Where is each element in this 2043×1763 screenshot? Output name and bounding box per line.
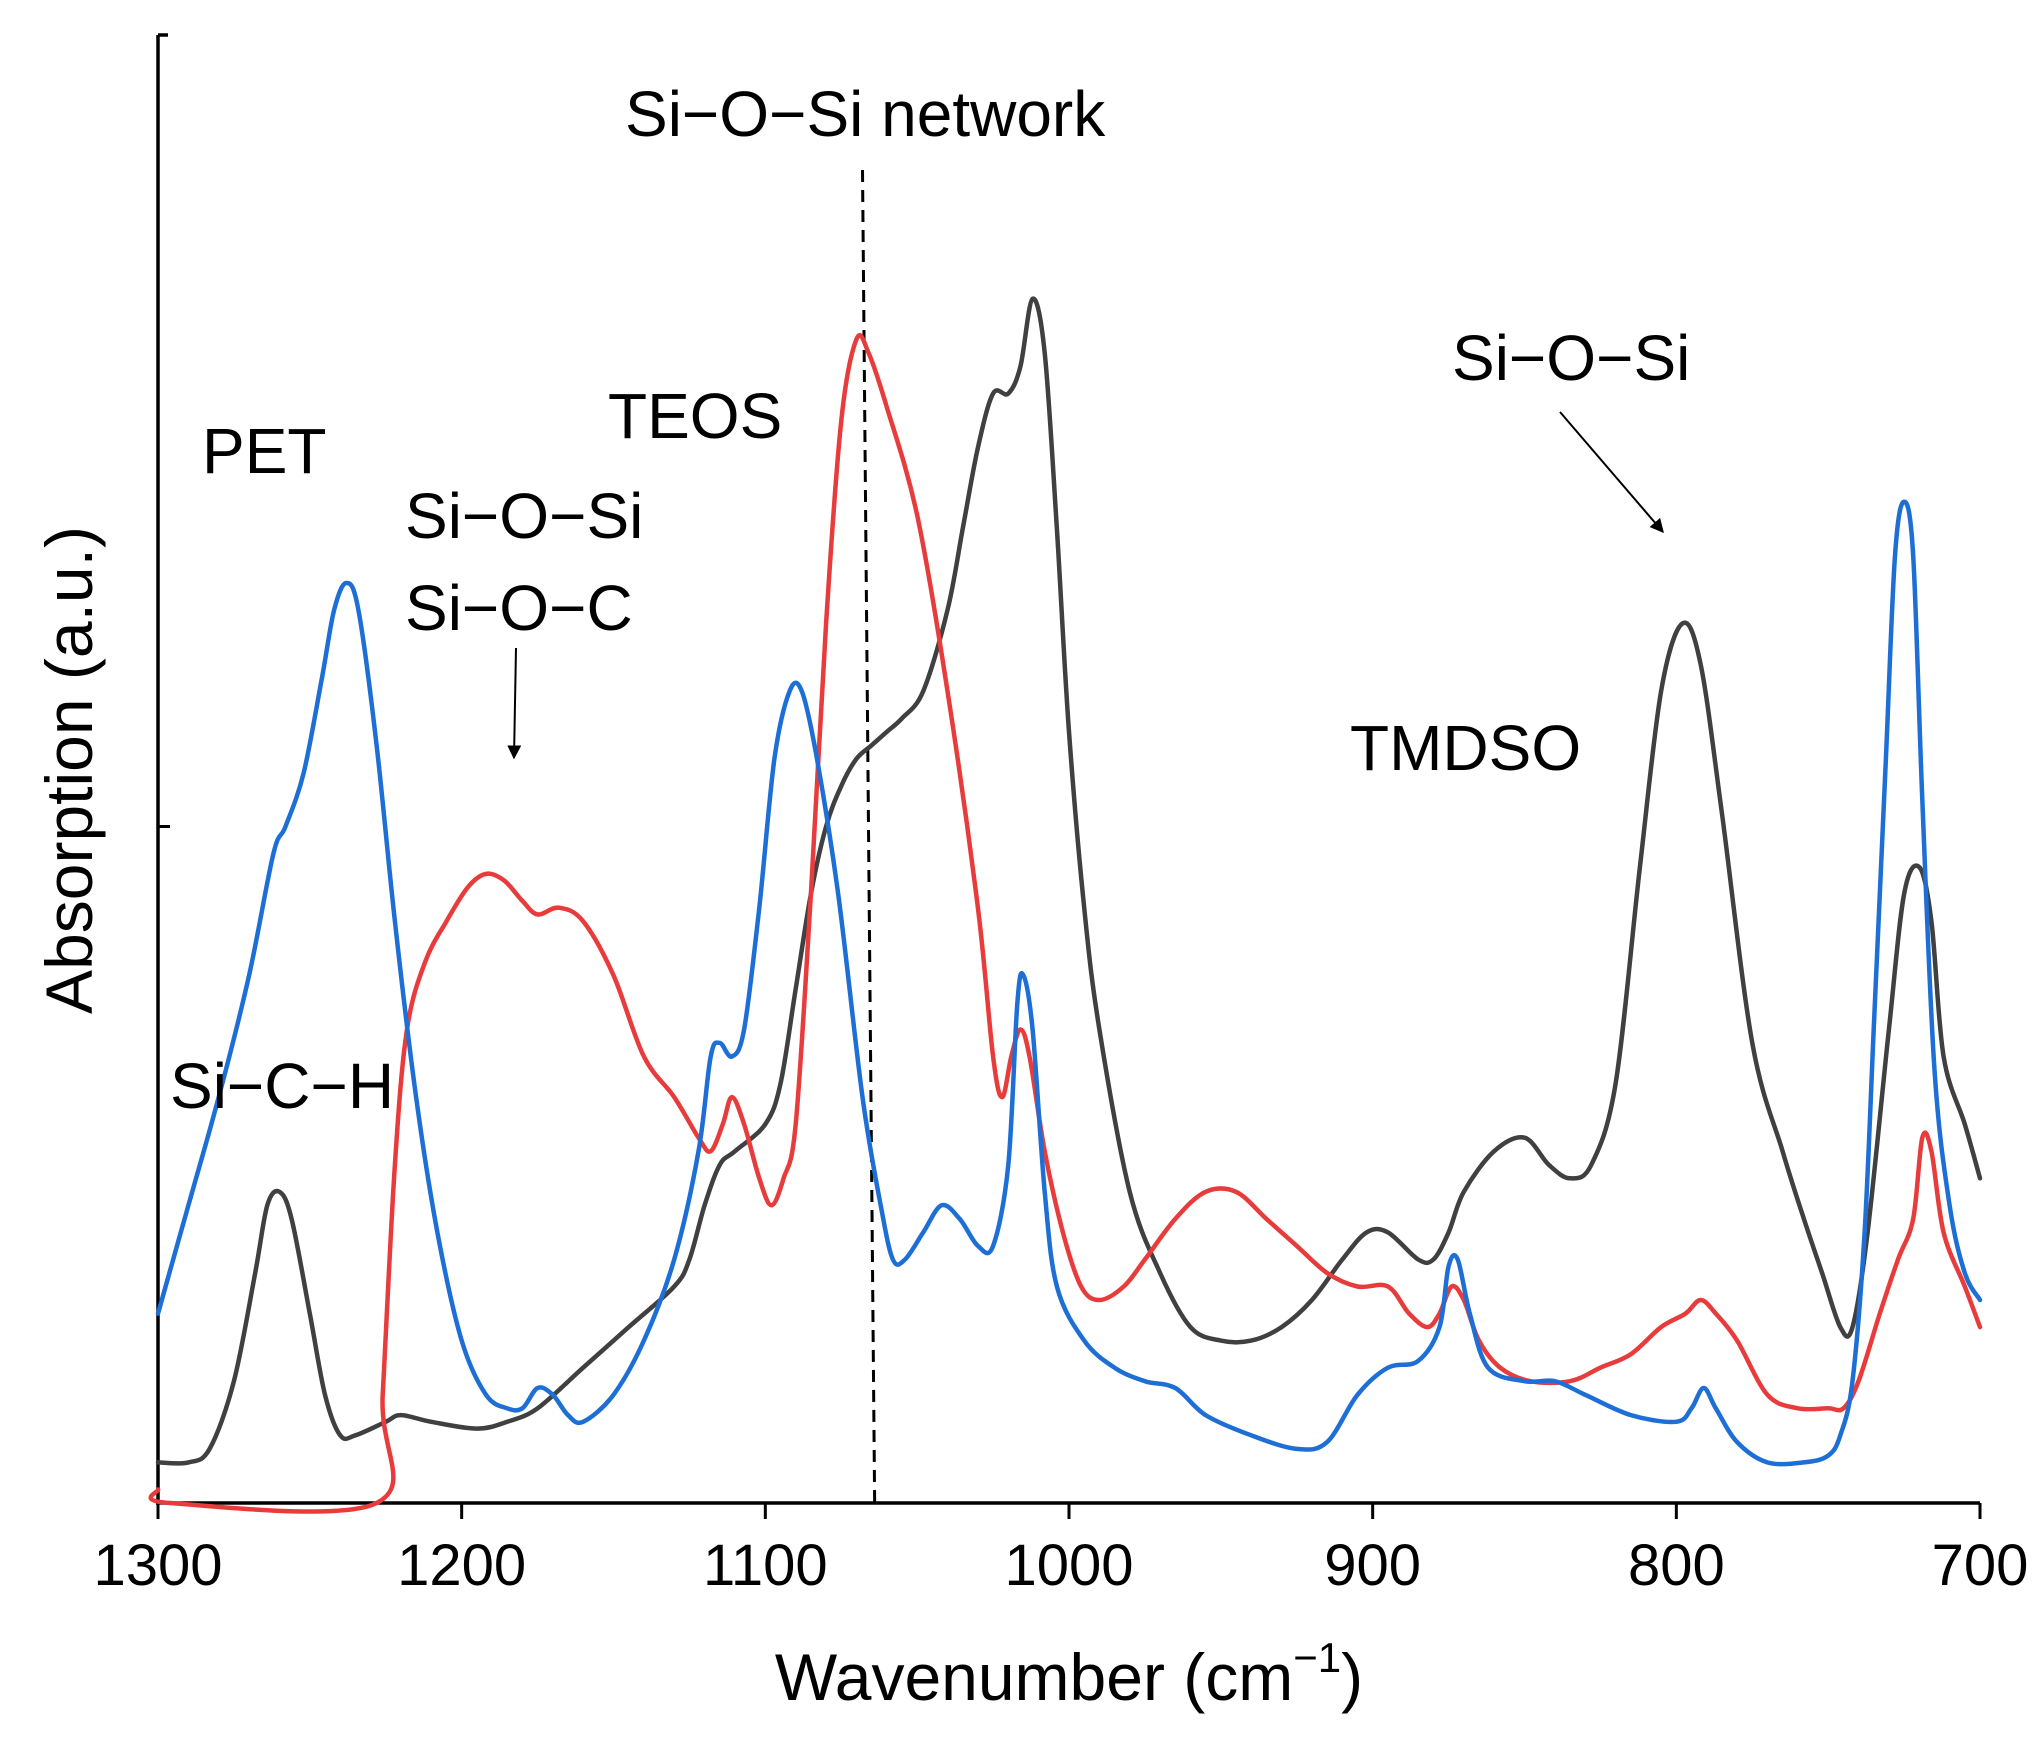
x-tick-label: 1100 — [703, 1533, 828, 1598]
tmdso-label: TMDSO — [1350, 712, 1581, 784]
si-o-si-network-reference-line — [861, 169, 877, 1504]
y-axis-title: Absorption (a.u.) — [32, 526, 106, 1014]
si-o-c-arrow — [507, 647, 522, 760]
series-layer — [148, 296, 1983, 1514]
x-axis-title: Wavenumber (cm−1) — [775, 1634, 1363, 1714]
si-c-h-label: Si−C−H — [170, 1050, 394, 1122]
x-tick-label: 1300 — [93, 1533, 222, 1598]
x-tick-label: 700 — [1932, 1533, 2029, 1598]
x-tick-label: 1000 — [1004, 1533, 1133, 1598]
x-axis-title-end: ) — [1341, 1640, 1363, 1714]
x-axis-title-sup: −1 — [1293, 1634, 1341, 1681]
si-o-c-label: Si−O−C — [405, 572, 633, 644]
series-line-pet — [155, 499, 1983, 1467]
series-line-tmdso — [155, 296, 1983, 1466]
x-ticks: 1300 1200 1100 1000 900 800 700 — [93, 1503, 2028, 1598]
pet-label: PET — [202, 415, 326, 487]
si-o-si-label-left: Si−O−Si — [405, 480, 643, 552]
x-tick-label: 1200 — [397, 1533, 526, 1598]
si-o-si-label-right: Si−O−Si — [1452, 322, 1690, 394]
reference-line-label: Si−O−Si network — [625, 78, 1106, 150]
x-tick-label: 800 — [1628, 1533, 1725, 1598]
x-tick-label: 900 — [1324, 1533, 1421, 1598]
axes: 1300 1200 1100 1000 900 800 700 — [93, 33, 2028, 1598]
si-o-si-right-arrow — [1559, 411, 1664, 534]
x-axis-title-main: Wavenumber (cm — [775, 1640, 1293, 1714]
teos-label: TEOS — [608, 380, 782, 452]
